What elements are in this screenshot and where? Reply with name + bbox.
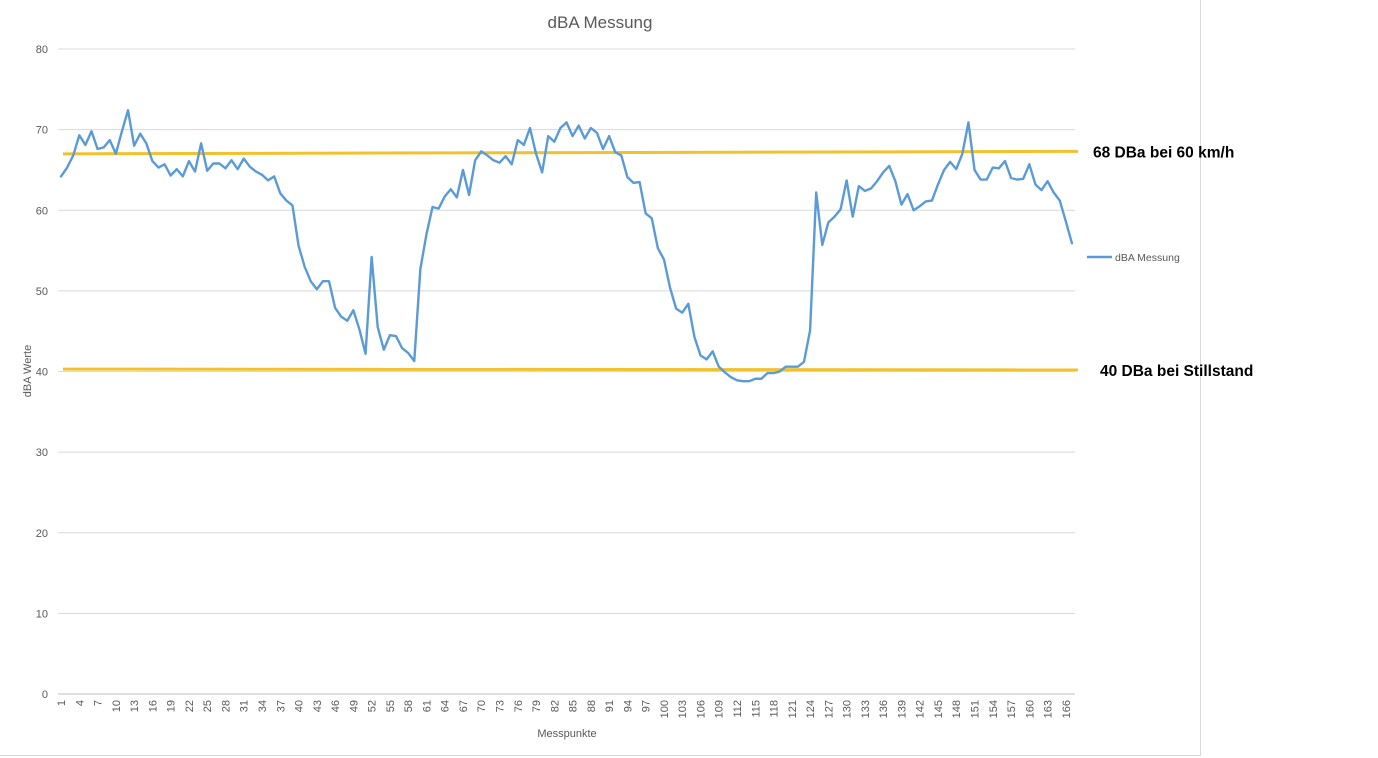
x-tick-label: 46 — [330, 700, 342, 712]
chart-area — [0, 0, 1201, 756]
x-tick-label: 16 — [147, 700, 159, 712]
x-tick-label: 61 — [421, 700, 433, 712]
chart-title: dBA Messung — [548, 13, 653, 32]
x-tick-label: 73 — [495, 700, 507, 712]
legend-label: dBA Messung — [1115, 252, 1180, 264]
y-tick-label: 30 — [36, 447, 48, 459]
x-tick-label: 13 — [129, 700, 141, 712]
x-tick-label: 7 — [93, 700, 105, 706]
y-axis-ticks: 0 10 20 30 40 50 60 70 80 — [36, 44, 48, 701]
x-tick-label: 67 — [458, 700, 470, 712]
y-axis-title: dBA Werte — [22, 345, 34, 397]
x-tick-label: 157 — [1006, 700, 1018, 718]
y-tick-label: 80 — [36, 44, 48, 56]
x-tick-label: 145 — [933, 700, 945, 718]
x-tick-label: 118 — [769, 700, 781, 718]
x-tick-label: 43 — [312, 700, 324, 712]
x-tick-label: 10 — [111, 700, 123, 712]
x-tick-label: 76 — [513, 700, 525, 712]
x-tick-label: 103 — [677, 700, 689, 718]
x-tick-label: 49 — [348, 700, 360, 712]
gridlines — [58, 48, 1075, 695]
x-tick-label: 1 — [56, 700, 68, 706]
x-tick-label: 52 — [367, 700, 379, 712]
reference-line-label: 40 DBa bei Stillstand — [1100, 363, 1253, 380]
y-tick-label: 0 — [42, 689, 48, 701]
reference-lines — [62, 149, 1079, 372]
x-tick-label: 85 — [568, 700, 580, 712]
reference-line — [62, 149, 1079, 156]
x-tick-label: 106 — [695, 700, 707, 718]
x-tick-label: 79 — [531, 700, 543, 712]
y-tick-label: 10 — [36, 608, 48, 620]
x-tick-label: 94 — [622, 700, 634, 712]
x-tick-label: 112 — [732, 700, 744, 718]
x-tick-label: 127 — [823, 700, 835, 718]
x-tick-label: 109 — [714, 700, 726, 718]
x-tick-label: 136 — [878, 700, 890, 718]
legend: dBA Messung — [1087, 252, 1180, 264]
reference-line — [62, 367, 1079, 372]
x-tick-label: 64 — [440, 700, 452, 712]
y-tick-label: 50 — [36, 286, 48, 298]
reference-line-label: 68 DBa bei 60 km/h — [1093, 144, 1234, 161]
x-tick-label: 34 — [257, 700, 269, 712]
series-line-dba-messung — [59, 109, 1074, 383]
x-tick-label: 28 — [220, 700, 232, 712]
annotations: 68 DBa bei 60 km/h 40 DBa bei Stillstand — [1093, 144, 1253, 379]
x-tick-label: 148 — [951, 700, 963, 718]
x-axis-title: Messpunkte — [537, 728, 596, 740]
x-tick-label: 82 — [549, 700, 561, 712]
x-tick-label: 142 — [915, 700, 927, 718]
x-tick-label: 31 — [239, 700, 251, 712]
x-tick-label: 115 — [750, 700, 762, 718]
x-tick-label: 160 — [1024, 700, 1036, 718]
x-tick-label: 19 — [166, 700, 178, 712]
x-tick-label: 40 — [294, 700, 306, 712]
x-tick-label: 154 — [988, 700, 1000, 718]
x-tick-label: 139 — [896, 700, 908, 718]
x-tick-label: 151 — [970, 700, 982, 718]
x-tick-label: 97 — [641, 700, 653, 712]
x-tick-label: 55 — [385, 700, 397, 712]
x-tick-label: 58 — [403, 700, 415, 712]
x-tick-label: 130 — [842, 700, 854, 718]
x-tick-label: 25 — [202, 700, 214, 712]
y-tick-label: 60 — [36, 205, 48, 217]
x-tick-label: 70 — [476, 700, 488, 712]
x-tick-label: 4 — [74, 700, 86, 706]
x-axis-ticks: 1 4 7 10 13 16 19 22 25 28 31 34 37 40 43 46 49 52 55 58 61 6… — [56, 700, 1073, 718]
x-tick-label: 166 — [1061, 700, 1073, 718]
x-tick-label: 124 — [805, 700, 817, 718]
x-tick-label: 22 — [184, 700, 196, 712]
x-tick-label: 91 — [604, 700, 616, 712]
x-tick-label: 133 — [860, 700, 872, 718]
y-tick-label: 40 — [36, 367, 48, 379]
y-tick-label: 20 — [36, 528, 48, 540]
x-tick-label: 88 — [586, 700, 598, 712]
x-tick-label: 163 — [1043, 700, 1055, 718]
x-tick-label: 121 — [787, 700, 799, 718]
x-tick-label: 100 — [659, 700, 671, 718]
series-group — [59, 109, 1074, 383]
x-tick-label: 37 — [275, 700, 287, 712]
y-tick-label: 70 — [36, 125, 48, 137]
